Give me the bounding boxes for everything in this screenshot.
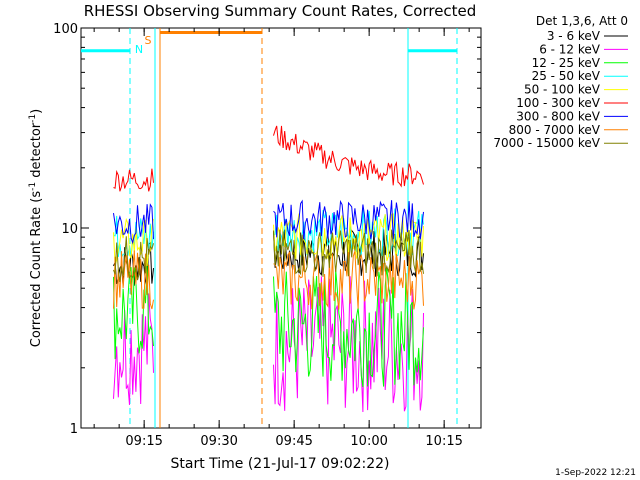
legend-label-0: 3 - 6 keV <box>547 29 601 43</box>
series-line-6-0 <box>113 203 154 245</box>
series-line-2-1 <box>273 267 424 388</box>
y-tick-label-0: 1 <box>70 422 78 437</box>
series-line-7-1 <box>273 250 424 310</box>
night-label: N <box>135 43 143 56</box>
legend-header: Det 1,3,6, Att 0 <box>536 14 628 28</box>
legend-label-8: 7000 - 15000 keV <box>493 136 600 150</box>
series-line-3-0 <box>113 215 154 259</box>
x-tick-label-4: 10:15 <box>425 434 462 449</box>
legend-label-7: 800 - 7000 keV <box>509 123 601 137</box>
x-tick-label-2: 09:45 <box>275 434 312 449</box>
x-axis-label: Start Time (21-Jul-17 09:02:22) <box>170 456 389 472</box>
series-line-1-0 <box>113 293 154 405</box>
legend-label-5: 100 - 300 keV <box>516 96 600 110</box>
x-tick-label-3: 10:00 <box>350 434 387 449</box>
series-line-4-0 <box>113 217 154 267</box>
chart-title: RHESSI Observing Summary Count Rates, Co… <box>84 2 477 20</box>
series-line-6-1 <box>273 199 424 242</box>
axes: 1 10 100 09:15 09:30 09:45 10:00 10:15 <box>53 22 481 449</box>
legend-label-6: 300 - 800 keV <box>516 109 600 123</box>
x-tick-label-1: 09:30 <box>200 434 237 449</box>
series-line-5-0 <box>113 168 154 192</box>
series-layer <box>113 125 424 413</box>
y-tick-label-2: 100 <box>53 22 78 37</box>
legend-label-2: 12 - 25 keV <box>532 56 601 70</box>
timestamp: 1-Sep-2022 12:21 <box>555 468 636 478</box>
series-line-2-0 <box>113 265 154 360</box>
observing-intervals: NS <box>81 28 458 428</box>
legend-label-3: 25 - 50 keV <box>532 69 601 83</box>
series-line-8-0 <box>113 236 154 283</box>
x-tick-label-0: 09:15 <box>125 434 162 449</box>
series-line-5-1 <box>273 125 424 188</box>
y-tick-label-1: 10 <box>61 222 78 237</box>
legend-label-4: 50 - 100 keV <box>524 83 601 97</box>
y-axis-label: Corrected Count Rate (s-1 detector-1) <box>28 109 44 347</box>
series-line-8-1 <box>273 229 424 277</box>
series-line-7-0 <box>113 250 154 310</box>
legend-label-1: 6 - 12 keV <box>539 42 601 56</box>
saa-label: S <box>145 34 152 47</box>
series-line-3-1 <box>273 208 424 257</box>
